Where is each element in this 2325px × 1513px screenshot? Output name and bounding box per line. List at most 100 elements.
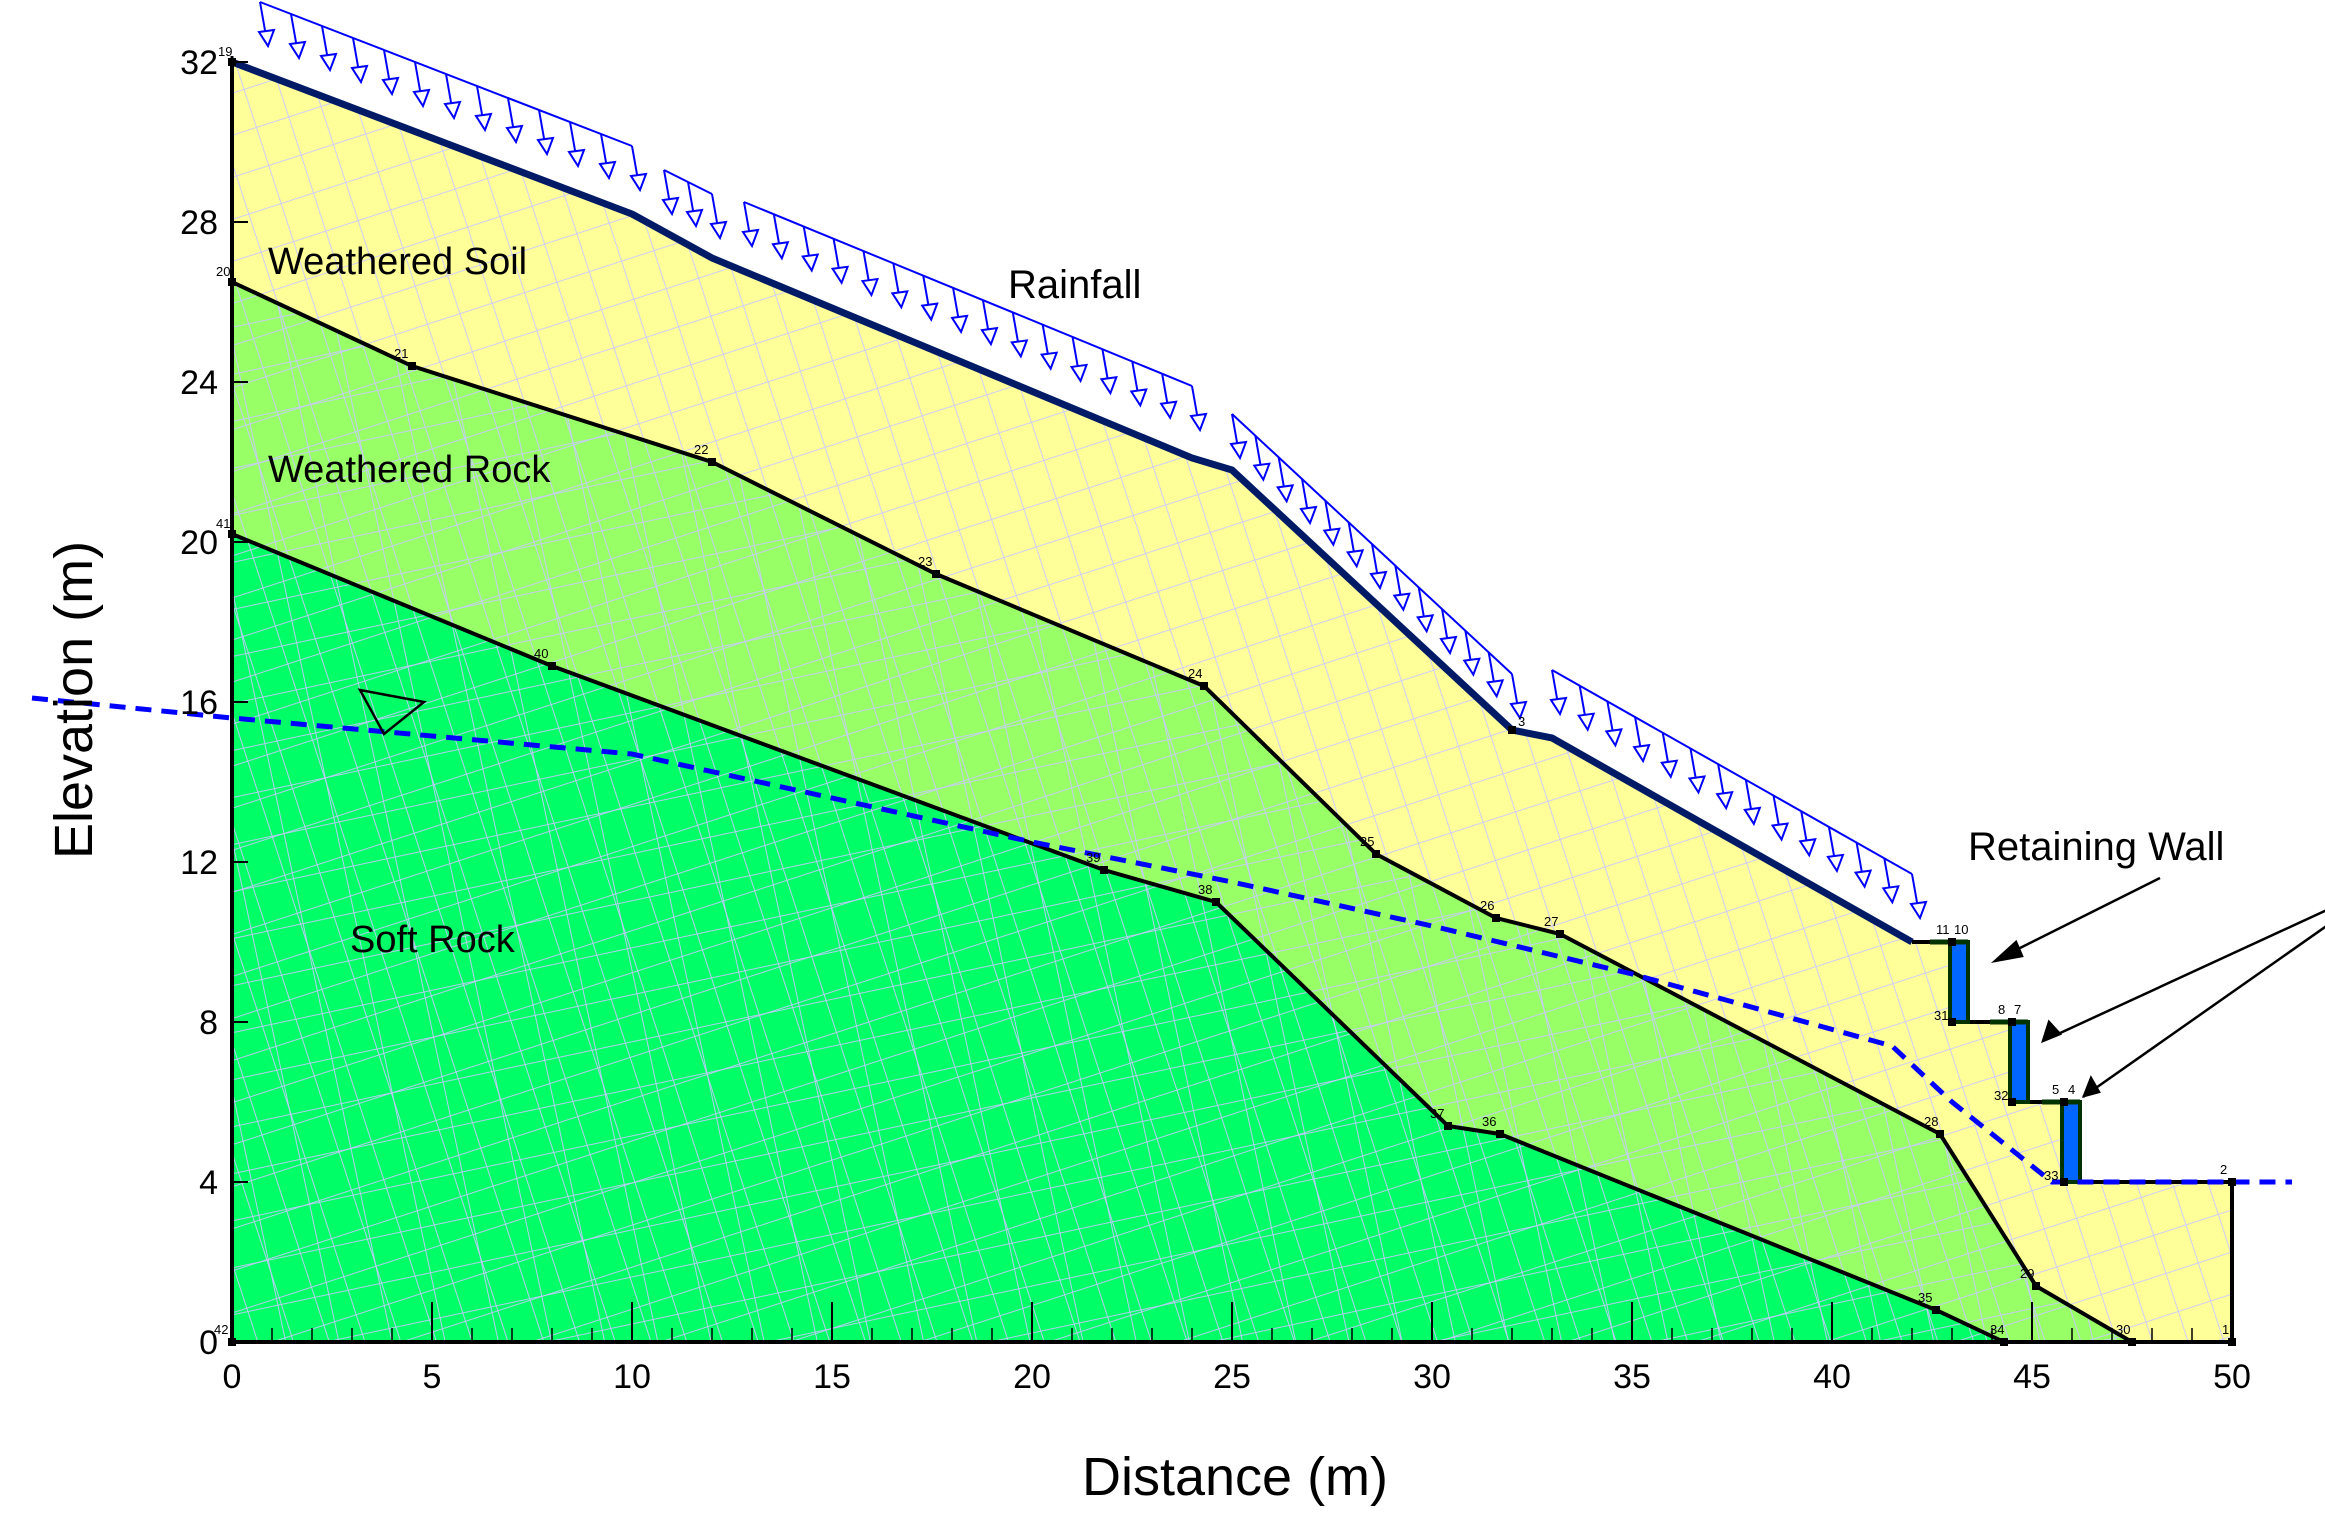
rain-arrow-head: [1069, 363, 1089, 384]
rain-arrow-head: [1010, 339, 1029, 359]
node-number: 42: [214, 1322, 228, 1337]
x-tick-label: 35: [1613, 1358, 1651, 1396]
node-number: 38: [1198, 882, 1212, 897]
rain-arrow-head: [1604, 728, 1623, 748]
rainfall-arrows: [257, 1, 1928, 921]
node-number: 11: [1936, 922, 1950, 937]
rain-arrow-head: [1909, 900, 1928, 921]
node-number: 26: [1480, 898, 1494, 913]
y-tick-label: 8: [199, 1004, 218, 1042]
rain-arrow-head: [980, 326, 999, 347]
node-marker-32: [2008, 1098, 2016, 1106]
rain-arrow-head: [1369, 570, 1388, 591]
retaining-wall-3: [2060, 1100, 2082, 1184]
node-number: 21: [394, 346, 408, 361]
node-number: 30: [2116, 1322, 2130, 1337]
x-tick-label: 15: [813, 1358, 851, 1396]
node-number: 25: [1360, 834, 1374, 849]
rain-arrow-head: [830, 265, 850, 286]
x-tick-label: 25: [1213, 1358, 1251, 1396]
rain-arrow-head: [474, 112, 493, 133]
rain-arrow-head: [661, 196, 680, 217]
node-marker-39: [1100, 866, 1108, 874]
retaining-walls: [1930, 939, 2082, 1184]
rain-arrow-head: [1099, 375, 1118, 396]
y-axis-ticks: 0 4 8 12 16 20 24 28 32: [180, 44, 248, 1362]
water-table-symbol: [357, 688, 427, 736]
x-axis-ticks: 0 5 10 15 20 25 30 35 40 45 50: [223, 1302, 2251, 1396]
node-number: 34: [1990, 1322, 2004, 1337]
node-number: 32: [1994, 1088, 2008, 1103]
rain-arrow-head: [381, 76, 400, 97]
rain-arrow-head: [771, 241, 790, 261]
rain-top-line-4: [1551, 669, 1913, 875]
rain-arrow-head: [1392, 592, 1411, 612]
node-number: 24: [1188, 666, 1202, 681]
rain-arrow-head: [741, 228, 760, 249]
y-axis-title: Elevation (m): [44, 541, 104, 859]
node-marker-21: [408, 362, 416, 370]
rain-arrow-head: [1798, 838, 1817, 858]
node-marker-7: [2008, 1018, 2016, 1026]
node-marker-23: [932, 570, 940, 578]
rain-arrow-head: [443, 100, 462, 121]
water-table-line: [31, 695, 2292, 1185]
x-tick-label: 0: [223, 1358, 242, 1396]
rain-arrow-head: [505, 124, 524, 145]
y-tick-label: 12: [180, 844, 218, 882]
rain-arrow-head: [920, 302, 939, 322]
node-number: 7: [2014, 1002, 2021, 1017]
y-tick-label: 16: [180, 684, 218, 722]
retaining-wall-1: [1948, 940, 1970, 1024]
node-marker-28: [1936, 1130, 1944, 1138]
soft-rock-label: Soft Rock: [350, 919, 516, 961]
x-tick-label: 10: [613, 1358, 651, 1396]
rain-arrow-head: [1687, 775, 1706, 795]
node-marker-27: [1556, 930, 1564, 938]
rain-arrow-head: [1576, 712, 1596, 732]
node-number: 41: [216, 516, 230, 531]
rain-arrow-head: [801, 253, 820, 273]
node-marker-26: [1492, 914, 1500, 922]
rain-arrow-head: [1826, 853, 1845, 874]
rain-arrow-head: [1660, 759, 1679, 779]
rain-arrow-head: [1743, 806, 1762, 827]
x-tick-label: 50: [2213, 1358, 2251, 1396]
rain-arrow-head: [1632, 743, 1651, 764]
rain-arrow-head: [1853, 869, 1873, 889]
node-marker-2: [2228, 1178, 2236, 1186]
node-marker-4: [2060, 1098, 2068, 1106]
rain-arrow-head: [709, 220, 728, 241]
node-marker-24: [1200, 682, 1208, 690]
node-number: 4: [2068, 1082, 2075, 1097]
rain-arrow-head: [1129, 388, 1148, 408]
rain-arrow-head: [1159, 400, 1178, 420]
rain-arrow-head: [257, 28, 276, 49]
rain-arrow-head: [1485, 679, 1505, 699]
retaining-wall-arrows: [1990, 876, 2325, 1099]
rain-arrow-head: [1439, 635, 1458, 656]
rain-arrow-head: [1189, 412, 1208, 433]
node-marker-37: [1444, 1122, 1452, 1130]
rain-arrow-head: [890, 290, 909, 310]
soft-rock-top-line: [231, 532, 2005, 1344]
node-number: 27: [1544, 914, 1558, 929]
rain-arrow-head: [1299, 505, 1318, 526]
node-marker-33: [2060, 1178, 2068, 1186]
node-number: 10: [1954, 922, 1968, 937]
rain-arrow-head: [1322, 527, 1341, 547]
rain-arrow-head: [1345, 549, 1365, 569]
rain-arrow-head: [536, 136, 555, 157]
retaining-wall-2: [2008, 1020, 2030, 1104]
x-tick-label: 40: [1813, 1358, 1851, 1396]
node-number: 36: [1482, 1114, 1496, 1129]
node-marker-38: [1212, 898, 1220, 906]
rain-arrow-head: [1229, 440, 1248, 461]
node-number: 3: [1518, 714, 1525, 729]
x-tick-label: 30: [1413, 1358, 1451, 1396]
rain-arrow-head: [1039, 351, 1059, 371]
y-tick-label: 32: [180, 44, 218, 82]
node-number: 39: [1086, 850, 1100, 865]
